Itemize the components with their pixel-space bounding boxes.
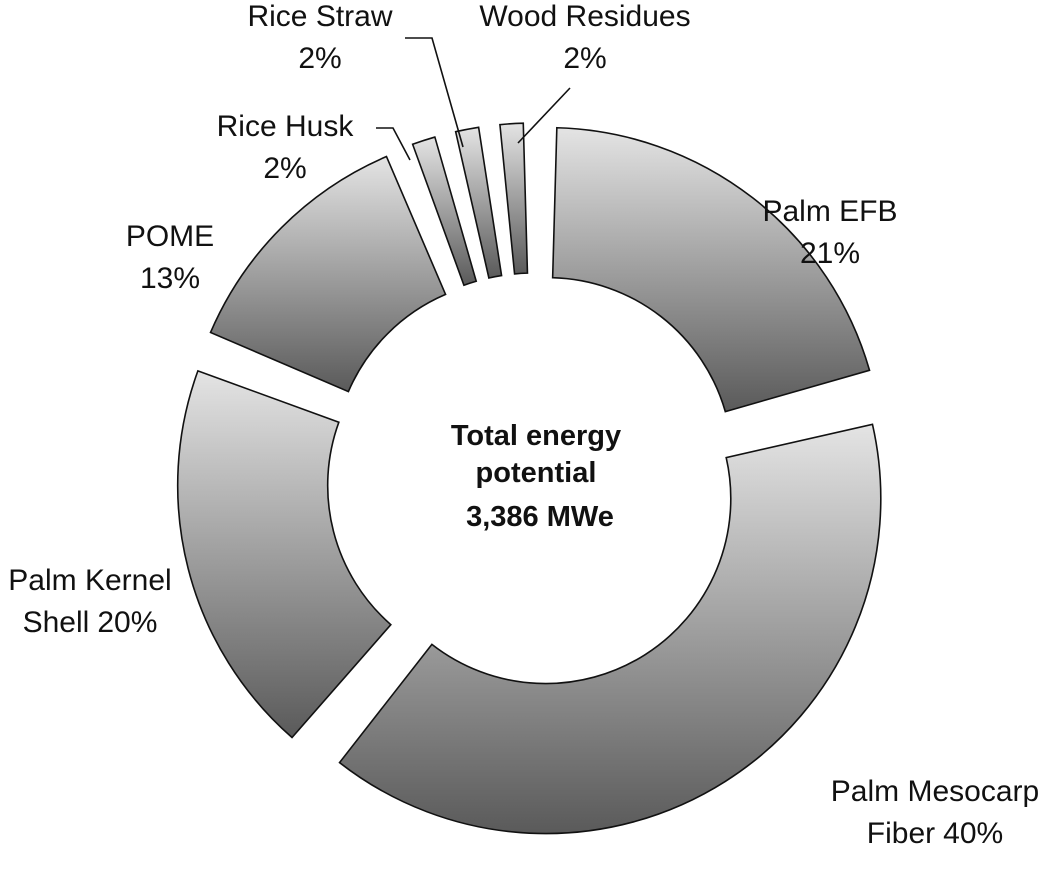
value-label: 13% [140, 262, 200, 295]
category-label: Wood Residues [479, 0, 690, 33]
segment [176, 369, 392, 739]
value-label: 2% [263, 152, 306, 185]
segment [209, 155, 447, 393]
category-label: Palm Mesocarp Fiber [831, 775, 1048, 850]
value-label: 21% [800, 237, 860, 270]
segment [551, 126, 871, 413]
center-label: Total energy potential 3,386 MWe [451, 420, 629, 533]
category-label: Rice Husk [217, 110, 355, 143]
value-label: 2% [563, 42, 606, 75]
segment [454, 126, 503, 279]
segment [499, 122, 529, 275]
category-label: Palm Kernel Shell [8, 564, 180, 639]
category-label: POME [126, 220, 214, 253]
segment [411, 136, 478, 287]
leader-line [376, 127, 411, 161]
value-label: 40% [943, 817, 1003, 850]
donut [176, 122, 882, 835]
segment [338, 423, 882, 835]
labels: Palm EFB 21% Palm Mesocarp Fiber 40% Palm Ke… [8, 0, 1047, 850]
leader-line [517, 87, 571, 144]
category-label: Palm EFB [762, 195, 897, 228]
leader-line [405, 37, 464, 148]
value-label: 20% [97, 606, 157, 639]
category-label: Rice Straw [247, 0, 392, 33]
value-label: 2% [298, 42, 341, 75]
